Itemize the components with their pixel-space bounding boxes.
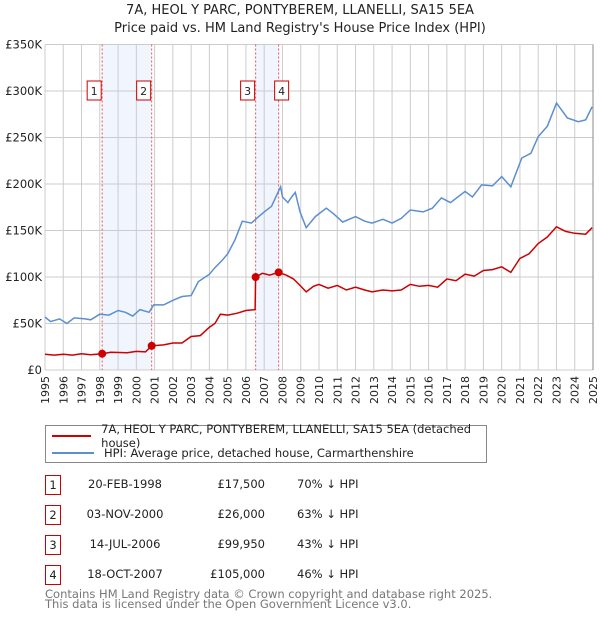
sales-table-row: 4 18-OCT-2007 £105,000 46% ↓ HPI xyxy=(45,565,465,587)
sales-table-row: 1 20-FEB-1998 £17,500 70% ↓ HPI xyxy=(45,475,465,497)
x-tick-label: 2007 xyxy=(258,376,271,404)
y-tick-label: £150K xyxy=(5,224,42,238)
y-tick-label: £350K xyxy=(5,38,42,52)
x-tick-label: 1999 xyxy=(112,376,125,404)
sale-hpi-diff: 63% ↓ HPI xyxy=(297,507,359,521)
sale-price: £105,000 xyxy=(210,567,265,581)
footer-licence: This data is licensed under the Open Gov… xyxy=(45,597,412,611)
sale-hpi-diff: 46% ↓ HPI xyxy=(297,567,359,581)
x-tick-label: 2021 xyxy=(514,376,527,404)
legend: 7A, HEOL Y PARC, PONTYBEREM, LLANELLI, S… xyxy=(45,422,487,463)
legend-swatch-property xyxy=(52,435,92,437)
x-tick-label: 2017 xyxy=(441,376,454,404)
sale-price: £26,000 xyxy=(217,507,265,521)
sale-number: 2 xyxy=(45,505,61,525)
y-tick-label: £300K xyxy=(5,84,42,98)
x-tick-label: 2023 xyxy=(550,376,563,404)
x-tick-label: 2000 xyxy=(130,376,143,404)
x-tick-label: 2005 xyxy=(222,376,235,404)
x-tick-label: 2014 xyxy=(386,376,399,404)
y-tick-label: £100K xyxy=(5,270,42,284)
sale-hpi-diff: 70% ↓ HPI xyxy=(297,477,359,491)
chart-subtitle: Price paid vs. HM Land Registry's House … xyxy=(114,21,486,36)
y-tick-label: £250K xyxy=(5,131,42,145)
sale-date: 20-FEB-1998 xyxy=(88,477,162,491)
x-tick-label: 2025 xyxy=(587,376,600,404)
chart-title: 7A, HEOL Y PARC, PONTYBEREM, LLANELLI, S… xyxy=(126,3,474,18)
plot-area: 1995 1996 1997 1998 1999 2000 2001 2002 2003 2004… xyxy=(5,38,600,405)
sale-label: 2 xyxy=(140,85,147,98)
x-tick-label: 2022 xyxy=(532,376,545,404)
sale-number: 4 xyxy=(45,565,61,585)
x-tick-label: 2003 xyxy=(185,376,198,404)
x-tick-label: 2018 xyxy=(459,376,472,404)
sale-date: 18-OCT-2007 xyxy=(87,567,163,581)
sale-label-box xyxy=(86,80,102,101)
sale-date: 14-JUL-2006 xyxy=(89,537,161,551)
sale-point xyxy=(98,349,107,358)
x-tick-label: 2016 xyxy=(423,376,436,404)
y-tick-label: £50K xyxy=(13,317,43,331)
hpi-line xyxy=(44,101,593,325)
footer: Contains HM Land Registry data © Crown c… xyxy=(45,587,493,611)
x-tick-label: 2019 xyxy=(477,376,490,404)
footer-copyright: Contains HM Land Registry data © Crown c… xyxy=(45,587,493,601)
x-tick-label: 2020 xyxy=(496,376,509,404)
sale-label: 1 xyxy=(91,85,98,98)
sale-label-box xyxy=(136,80,152,101)
x-tick-label: 2004 xyxy=(203,376,216,404)
sale-price: £17,500 xyxy=(217,477,265,491)
x-tick-label: 2006 xyxy=(240,376,253,404)
sale-label-box xyxy=(240,80,256,101)
x-tick-label: 2013 xyxy=(368,376,381,404)
sale-date: 03-NOV-2000 xyxy=(86,507,164,521)
sale-number: 3 xyxy=(45,535,61,555)
x-tick-label: 2011 xyxy=(331,376,344,404)
y-tick-label: £0 xyxy=(27,363,42,377)
sale-period-band xyxy=(255,44,279,370)
x-tick-label: 2012 xyxy=(350,376,363,404)
sale-point xyxy=(274,268,283,277)
property-price-line xyxy=(44,225,593,356)
sales-table-row: 2 03-NOV-2000 £26,000 63% ↓ HPI xyxy=(45,505,465,527)
x-tick-label: 1997 xyxy=(76,376,89,404)
x-tick-label: 2024 xyxy=(569,376,582,404)
legend-swatch-hpi xyxy=(52,452,94,454)
sale-label: 4 xyxy=(278,85,285,98)
x-tick-label: 2010 xyxy=(313,376,326,404)
legend-label-hpi: HPI: Average price, detached house, Carm… xyxy=(104,446,414,460)
sale-number: 1 xyxy=(45,475,61,495)
legend-label-property: 7A, HEOL Y PARC, PONTYBEREM, LLANELLI, S… xyxy=(101,422,471,450)
sale-label-box xyxy=(274,80,290,101)
x-tick-label: 2009 xyxy=(295,376,308,404)
legend-item-property: 7A, HEOL Y PARC, PONTYBEREM, LLANELLI, S… xyxy=(46,422,486,450)
x-tick-label: 1995 xyxy=(39,376,52,404)
x-tick-label: 2008 xyxy=(276,376,289,404)
sale-point xyxy=(147,341,156,350)
x-tick-label: 2001 xyxy=(149,376,162,404)
legend-item-hpi: HPI: Average price, detached house, Carm… xyxy=(46,445,414,461)
sale-point xyxy=(251,273,260,282)
sale-hpi-diff: 43% ↓ HPI xyxy=(297,537,359,551)
x-tick-label: 2002 xyxy=(167,376,180,404)
sales-table-row: 3 14-JUL-2006 £99,950 43% ↓ HPI xyxy=(45,535,465,557)
x-tick-label: 1998 xyxy=(94,376,107,404)
x-tick-label: 2015 xyxy=(404,376,417,404)
sale-label: 3 xyxy=(244,85,251,98)
sale-price: £99,950 xyxy=(217,537,265,551)
y-tick-label: £200K xyxy=(5,177,42,191)
x-tick-label: 1996 xyxy=(57,376,70,404)
